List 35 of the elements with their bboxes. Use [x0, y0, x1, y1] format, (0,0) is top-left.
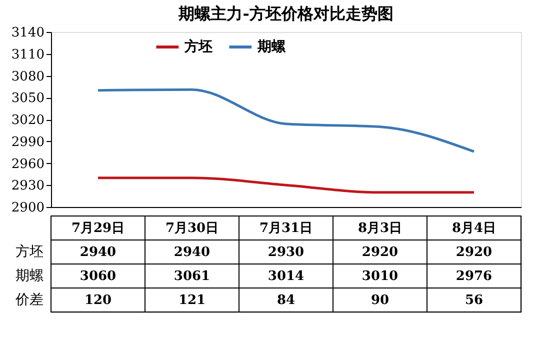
x-tick-label: 8月3日	[358, 221, 402, 236]
x-tick-label: 7月31日	[259, 221, 313, 236]
x-tick-label: 7月29日	[71, 221, 125, 236]
y-tick-label: 2900	[11, 200, 44, 216]
data-label: 2920	[456, 245, 492, 260]
y-tick-label: 3050	[11, 91, 44, 106]
data-label: 2940	[80, 245, 116, 260]
y-tick-label: 2960	[11, 156, 44, 172]
data-label: 2930	[268, 245, 304, 260]
y-tick-label: 3140	[11, 26, 44, 40]
legend-label: 期螺	[256, 39, 286, 55]
text: 120	[84, 293, 112, 308]
data-label: 2976	[456, 269, 492, 284]
text: 84	[276, 293, 296, 308]
y-tick-label: 2930	[11, 178, 44, 194]
x-tick-label: 8月4日	[452, 221, 496, 236]
text: 121	[178, 293, 206, 308]
chart-title: 期螺主力-方坯价格对比走势图	[178, 4, 394, 23]
data-label: 3014	[268, 269, 304, 284]
y-tick-label: 3080	[11, 69, 44, 84]
text: 价差	[14, 292, 44, 308]
data-label: 3060	[80, 269, 116, 284]
data-label: 3061	[174, 269, 210, 284]
y-tick-label: 2990	[11, 134, 44, 150]
text: 90	[370, 293, 390, 308]
legend-label: 方坯	[183, 38, 212, 55]
x-tick-label: 7月30日	[165, 221, 219, 236]
data-label: 2940	[174, 245, 210, 260]
text: 期螺	[16, 268, 44, 284]
text: 方坯	[16, 244, 44, 260]
y-tick-label: 3110	[11, 47, 44, 62]
text: 56	[464, 293, 484, 308]
y-tick-label: 3020	[11, 113, 44, 128]
data-label: 2920	[362, 245, 398, 260]
data-label: 3010	[362, 269, 398, 284]
